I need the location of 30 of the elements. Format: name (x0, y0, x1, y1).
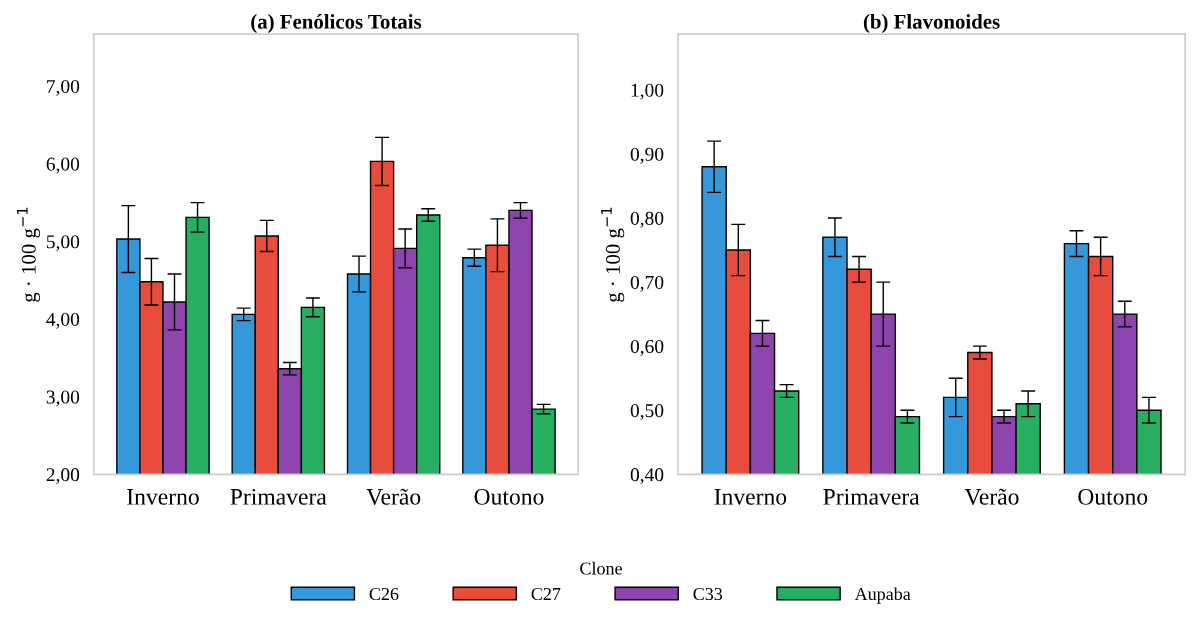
legend-label: C33 (693, 587, 723, 601)
y-axis-title: g · 100 g$^{−1}$ (16, 207, 41, 302)
chart-title: (b) Flavonoides (863, 14, 1000, 33)
y-tick-label: 0,40 (630, 468, 664, 485)
y-tick-label: 0,60 (630, 339, 664, 356)
y-tick-label: 0,90 (630, 147, 664, 164)
x-tick-label: Outono (1078, 488, 1148, 505)
y-tick-label: 1,00 (631, 83, 664, 100)
x-tick-label: Verão (366, 488, 421, 505)
y-tick-label: 0,80 (630, 211, 664, 228)
y-tick-label: 7,00 (47, 79, 80, 96)
legend-title: Clone (580, 561, 622, 575)
x-tick-label: Outono (474, 488, 544, 505)
y-tick-label: 5,00 (46, 235, 80, 252)
x-tick-label: Inverno (127, 489, 199, 505)
x-tick-label: Primavera (230, 488, 327, 505)
chart-title: (a) Fenólicos Totais (251, 14, 422, 33)
legend-label: C26 (369, 587, 399, 601)
y-tick-label: 4,00 (46, 312, 80, 329)
y-tick-label: 3,00 (46, 390, 80, 407)
y-axis-title: g · 100 g$^{−1}$ (601, 207, 625, 302)
x-tick-label: Primavera (823, 488, 920, 505)
x-tick-label: Inverno (714, 489, 787, 505)
legend-label: C27 (531, 587, 561, 601)
legend-label: Aupaba (854, 587, 911, 604)
y-tick-label: 0,50 (630, 404, 664, 420)
y-tick-label: 6,00 (46, 157, 80, 174)
y-tick-label: 0,70 (630, 275, 664, 292)
x-tick-label: Verão (964, 488, 1019, 505)
y-tick-label: 2,00 (46, 468, 80, 485)
